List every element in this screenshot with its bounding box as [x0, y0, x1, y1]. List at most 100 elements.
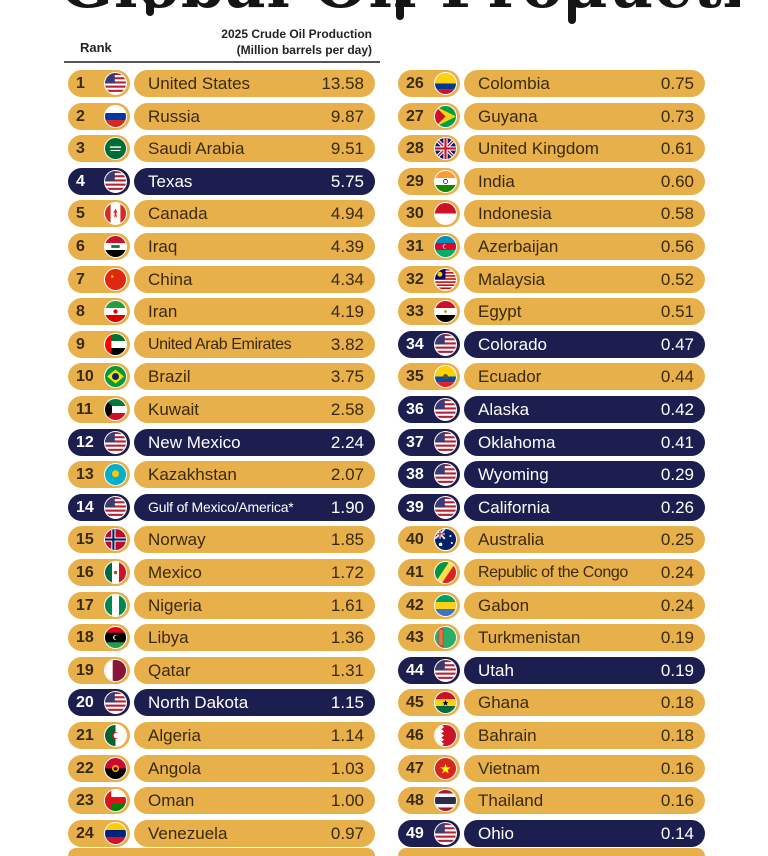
name-value-pill: Republic of the Congo 0.24	[464, 559, 705, 586]
production-value: 1.85	[330, 530, 364, 550]
rank-badge: 27	[398, 102, 460, 130]
table-row: 3 Saudi Arabia 9.51	[68, 135, 375, 163]
production-header-line1: 2025 Crude Oil Production	[221, 27, 372, 41]
production-value: 3.82	[330, 334, 364, 354]
table-row: 1 United States 13.58	[68, 70, 375, 97]
rank-number: 18	[76, 629, 94, 647]
producer-name: Azerbaijan	[478, 237, 559, 256]
rank-number: 39	[406, 498, 424, 516]
producer-name: Alaska	[478, 400, 530, 419]
rank-number: 20	[76, 694, 94, 712]
production-value: 0.41	[660, 432, 694, 452]
rank-number: 27	[406, 107, 424, 125]
producer-name: Turkmenistan	[478, 628, 581, 648]
producer-name: Angola	[148, 758, 201, 778]
name-value-pill: Angola 1.03	[134, 754, 375, 782]
producer-name: Venezuela	[148, 823, 228, 843]
rank-number: 48	[406, 792, 424, 810]
rank-number: 19	[76, 661, 94, 679]
production-value: 0.16	[660, 791, 694, 811]
qatar-flag-icon	[104, 658, 127, 682]
producer-name: China	[148, 269, 193, 289]
congo-flag-icon	[434, 561, 457, 584]
production-value: 1.14	[330, 726, 364, 745]
producer-name: Iran	[148, 302, 178, 322]
us-flag-icon	[434, 495, 457, 519]
production-value: 0.60	[660, 171, 694, 191]
rank-number: 26	[406, 75, 424, 92]
table-row: 31 Azerbaijan 0.56	[398, 233, 705, 260]
rank-badge: 20	[68, 689, 130, 717]
malaysia-flag-icon	[434, 267, 457, 291]
rank-badge: 16	[68, 559, 130, 586]
name-value-pill: Kuwait 2.58	[134, 396, 375, 423]
producer-name: Algeria	[148, 726, 201, 745]
table-row: 6 Iraq 4.39	[68, 233, 375, 260]
production-value: 2.07	[330, 465, 364, 485]
table-row: 42 Gabon 0.24	[398, 591, 705, 619]
producer-name: Gabon	[478, 595, 530, 615]
producer-name: Russia	[148, 106, 200, 126]
rank-badge: 32	[398, 265, 460, 293]
name-value-pill: Egypt 0.51	[464, 298, 705, 326]
rank-number: 47	[406, 759, 424, 777]
name-value-pill: Ghana 0.18	[464, 689, 705, 717]
table-row: 45 Ghana 0.18	[398, 689, 705, 717]
table-row: 34 Colorado 0.47	[398, 330, 705, 358]
production-value: 0.24	[660, 563, 694, 582]
rank-badge: 38	[398, 461, 460, 489]
name-value-pill: Guyana 0.73	[464, 102, 705, 130]
rank-badge: 17	[68, 591, 130, 619]
rank-badge: 11	[68, 396, 130, 423]
production-value: 0.18	[660, 693, 694, 713]
rank-number: 16	[76, 564, 94, 581]
oman-flag-icon	[104, 789, 127, 813]
rank-number: 43	[406, 629, 424, 647]
rank-badge: 44	[398, 656, 460, 684]
producer-name: Malaysia	[478, 269, 546, 289]
table-row: 22 Angola 1.03	[68, 754, 375, 782]
name-value-pill: Indonesia 0.58	[464, 200, 705, 228]
rank-number: 45	[406, 694, 424, 712]
table-row: 28 United Kingdom 0.61	[398, 135, 705, 163]
rank-number: 42	[406, 596, 424, 614]
us-flag-icon	[434, 658, 457, 682]
production-value: 0.58	[660, 204, 694, 224]
production-value: 0.52	[660, 269, 694, 289]
producer-name: Qatar	[148, 660, 191, 680]
table-row: 33 Egypt 0.51	[398, 298, 705, 326]
brazil-flag-icon	[104, 365, 127, 389]
table-row: 10 Brazil 3.75	[68, 363, 375, 391]
colombia-flag-icon	[434, 72, 457, 95]
rank-badge: 49	[398, 819, 460, 847]
rank-number: 30	[406, 205, 424, 223]
rank-badge: 21	[68, 722, 130, 749]
production-value: 9.87	[330, 106, 364, 126]
producer-name: Norway	[148, 530, 206, 550]
production-column-header: 2025 Crude Oil Production (Million barre…	[186, 26, 372, 58]
rank-number: 31	[406, 238, 424, 255]
kazakhstan-flag-icon	[104, 463, 127, 487]
table-row: 4 Texas 5.75	[68, 167, 375, 195]
name-value-pill: India 0.60	[464, 167, 705, 195]
table-row: 37 Oklahoma 0.41	[398, 428, 705, 456]
production-value: 4.39	[330, 237, 364, 256]
name-value-pill: Colorado 0.47	[464, 330, 705, 358]
name-value-pill: Ecuador 0.44	[464, 363, 705, 391]
production-value: 1.00	[330, 791, 364, 811]
rank-number: 2	[76, 107, 85, 125]
guyana-flag-icon	[434, 104, 457, 128]
name-value-pill: Mexico 1.72	[134, 559, 375, 586]
rank-number: 28	[406, 140, 424, 158]
rank-number: 3	[76, 140, 85, 158]
producer-name: Wyoming	[478, 465, 549, 485]
oil-drips	[0, 0, 768, 30]
us-flag-icon	[434, 821, 457, 845]
rank-badge: 30	[398, 200, 460, 228]
producer-name: Texas	[148, 171, 193, 191]
us-flag-icon	[104, 495, 127, 519]
name-value-pill: Alaska 0.42	[464, 396, 705, 423]
rank-number: 49	[406, 824, 424, 842]
producer-name: United States	[148, 74, 251, 93]
name-value-pill: Oman 1.00	[134, 787, 375, 815]
